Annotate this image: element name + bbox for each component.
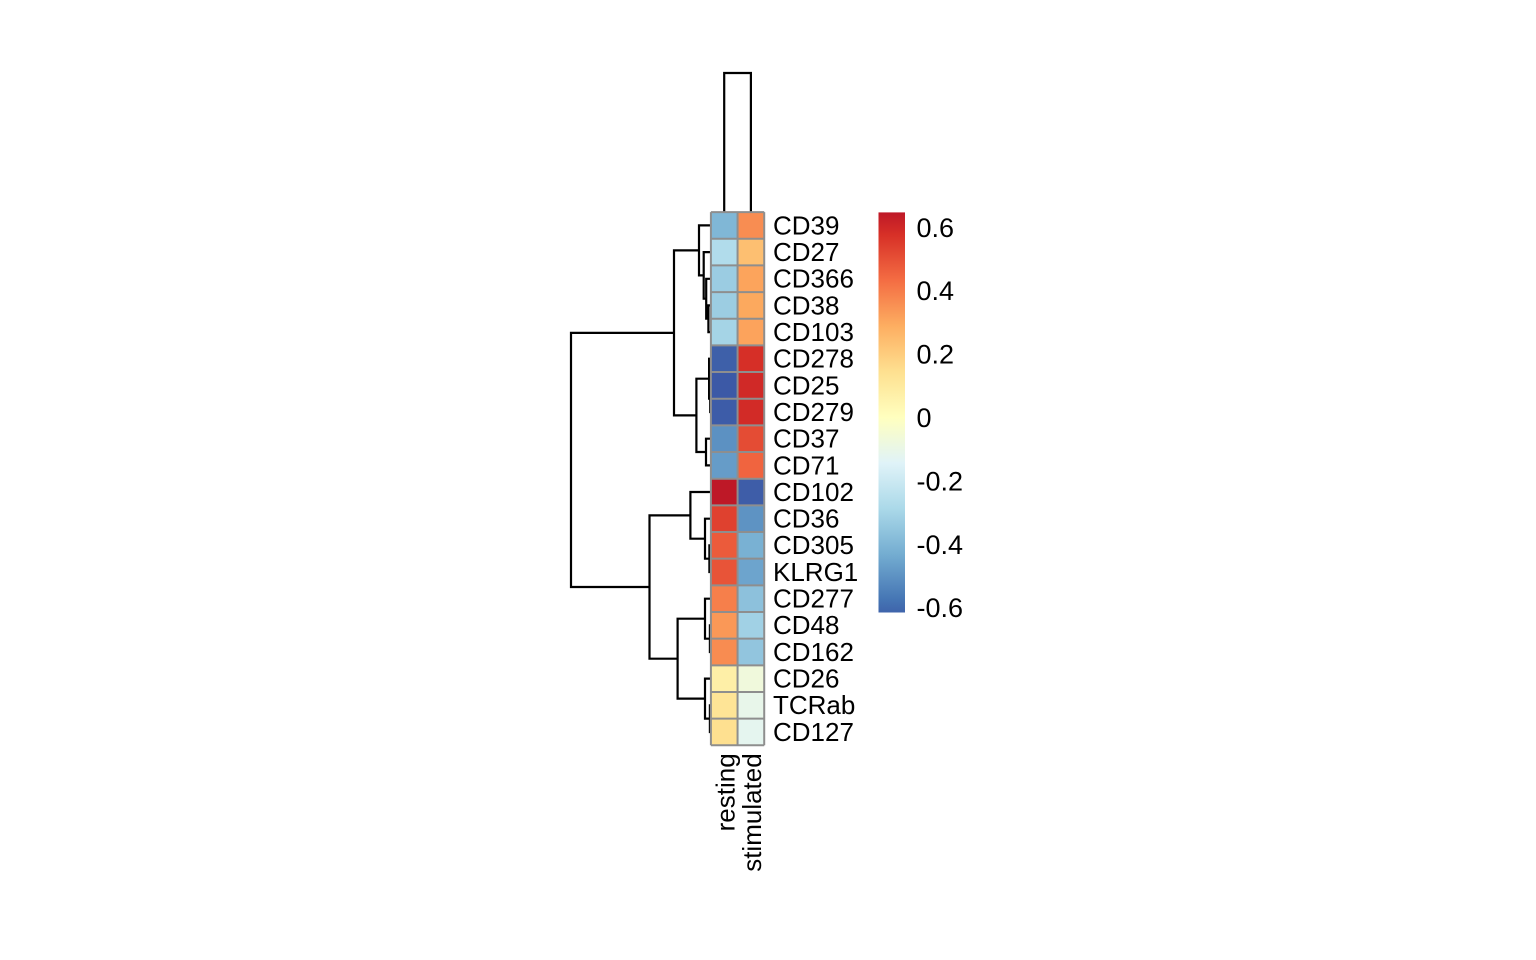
svg-text:CD71: CD71 [773, 450, 839, 480]
svg-text:CD37: CD37 [773, 424, 839, 454]
svg-text:CD25: CD25 [773, 370, 839, 400]
svg-text:stimulated: stimulated [737, 753, 767, 872]
svg-text:CD26: CD26 [773, 664, 839, 694]
svg-text:0.6: 0.6 [917, 213, 955, 243]
svg-text:CD305: CD305 [773, 530, 854, 560]
svg-text:0: 0 [917, 403, 932, 433]
svg-text:CD127: CD127 [773, 717, 854, 747]
svg-text:resting: resting [710, 753, 740, 831]
svg-text:CD162: CD162 [773, 637, 854, 667]
svg-text:-0.6: -0.6 [917, 593, 964, 623]
svg-text:CD278: CD278 [773, 344, 854, 374]
svg-text:CD102: CD102 [773, 477, 854, 507]
svg-text:CD366: CD366 [773, 264, 854, 294]
svg-text:CD27: CD27 [773, 237, 839, 267]
svg-text:CD36: CD36 [773, 504, 839, 534]
svg-text:0.2: 0.2 [917, 340, 955, 370]
svg-text:KLRG1: KLRG1 [773, 557, 858, 587]
svg-text:TCRab: TCRab [773, 690, 855, 720]
svg-text:CD103: CD103 [773, 317, 854, 347]
svg-text:CD277: CD277 [773, 584, 854, 614]
svg-text:0.4: 0.4 [917, 276, 955, 306]
svg-text:CD48: CD48 [773, 610, 839, 640]
svg-text:CD39: CD39 [773, 210, 839, 240]
svg-text:CD279: CD279 [773, 397, 854, 427]
svg-text:-0.4: -0.4 [917, 530, 964, 560]
svg-text:-0.2: -0.2 [917, 466, 964, 496]
svg-text:CD38: CD38 [773, 290, 839, 320]
